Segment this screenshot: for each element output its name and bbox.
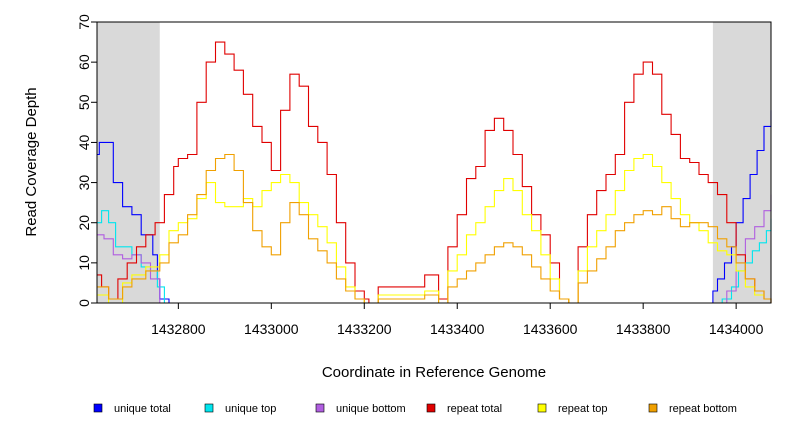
legend-label: unique top <box>225 403 276 415</box>
x-tick-label: 1434000 <box>709 321 764 337</box>
x-axis-title: Coordinate in Reference Genome <box>322 364 546 381</box>
x-tick-label: 1433800 <box>616 321 671 337</box>
legend-label: repeat bottom <box>669 403 737 415</box>
y-tick-label: 20 <box>76 215 92 231</box>
excluded-regions <box>97 22 771 303</box>
x-tick-label: 1432800 <box>151 321 206 337</box>
y-tick-label: 40 <box>76 134 92 150</box>
legend-swatch <box>426 403 436 413</box>
y-tick-label: 30 <box>76 175 92 191</box>
legend-swatch <box>93 403 103 413</box>
series-repeat-total <box>97 41 772 304</box>
series-lines <box>97 41 772 304</box>
y-tick-label: 70 <box>76 14 92 30</box>
legend-label: unique total <box>114 403 171 415</box>
y-tick-label: 10 <box>76 255 92 271</box>
x-tick-label: 1433200 <box>337 321 392 337</box>
legend-swatch <box>315 403 325 413</box>
legend-label: repeat total <box>447 403 502 415</box>
series-repeat-top <box>97 153 772 304</box>
y-tick-label: 60 <box>76 54 92 70</box>
legend-swatch <box>204 403 214 413</box>
legend-label: repeat top <box>558 403 608 415</box>
y-tick-label: 50 <box>76 94 92 110</box>
series-unique-bottom <box>97 194 772 304</box>
legend-swatch <box>648 403 658 413</box>
plot-frame <box>96 21 772 304</box>
legend-swatch <box>537 403 547 413</box>
y-tick-label: 0 <box>76 299 92 307</box>
x-tick-label: 1433400 <box>430 321 485 337</box>
series-repeat-bottom <box>97 153 772 304</box>
shaded-region-1 <box>97 22 160 303</box>
series-unique-top <box>97 210 772 304</box>
y-axis-title: Read Coverage Depth <box>23 87 40 236</box>
x-tick-label: 1433000 <box>244 321 299 337</box>
shaded-region-2 <box>712 22 771 303</box>
x-tick-label: 1433600 <box>523 321 578 337</box>
legend-label: unique bottom <box>336 403 406 415</box>
axes: 1432800 1433000 1433200 1433400 1433600 14338… <box>76 14 764 337</box>
legend: unique total unique top unique bottom repea… <box>93 403 737 415</box>
